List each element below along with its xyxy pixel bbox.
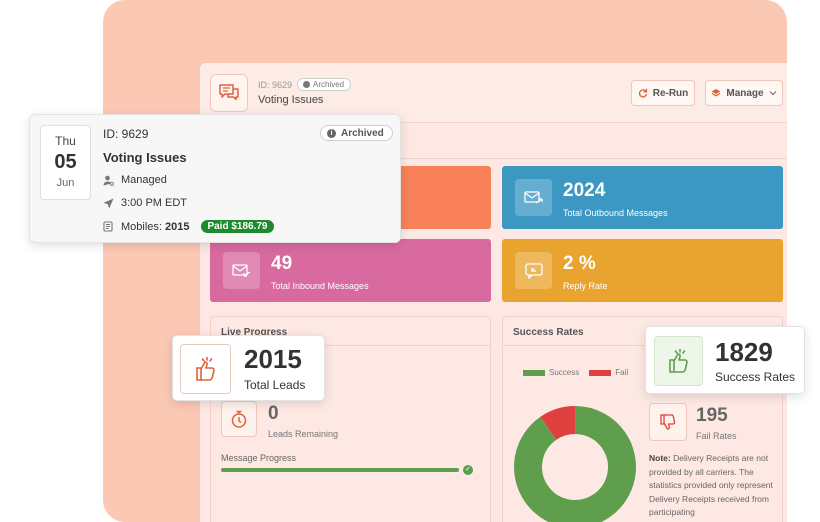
time-row: 3:00 PM EDT xyxy=(103,197,187,209)
stat-label: Total Inbound Messages xyxy=(271,281,369,291)
send-mail-icon xyxy=(515,179,552,216)
legend-swatch xyxy=(589,369,612,376)
chat-icon xyxy=(210,74,248,112)
delivery-note: Note: Delivery Receipts are not provided… xyxy=(649,452,779,520)
layers-icon xyxy=(711,89,721,97)
stat-card-inbound: 49 Total Inbound Messages xyxy=(210,239,491,302)
paid-badge: Paid $186.79 xyxy=(201,220,274,233)
stat-value: 2024 xyxy=(563,180,606,201)
message-progress-label: Message Progress xyxy=(221,453,297,463)
event-badge-label: Archived xyxy=(341,127,384,139)
manage-label: Manage xyxy=(726,87,764,99)
app-header: ID: 9629 Archived Voting Issues Re-Run M… xyxy=(200,63,787,123)
reply-icon xyxy=(515,252,552,289)
stat-label: Reply Rate xyxy=(563,281,608,291)
success-label: Success Rates xyxy=(715,370,796,384)
thumbs-up-sparkle-icon xyxy=(654,336,703,386)
header-status-badge: Archived xyxy=(297,78,352,91)
success-rates-title: Success Rates xyxy=(513,327,584,338)
header-badge-label: Archived xyxy=(313,80,345,89)
total-leads-label: Total Leads xyxy=(244,378,306,392)
day-of-week: Thu xyxy=(55,134,76,148)
manage-button[interactable]: Manage xyxy=(705,80,783,106)
header-id: ID: 9629 xyxy=(258,80,293,90)
sub-toolbar xyxy=(200,123,787,159)
mobiles-row: Mobiles: 2015 Paid $186.79 xyxy=(103,220,274,233)
donut-hole xyxy=(542,434,608,500)
live-progress-title: Live Progress xyxy=(221,327,288,338)
refresh-icon xyxy=(638,88,647,98)
managed-row: Managed xyxy=(103,174,167,186)
success-rates-card: 1829 Success Rates xyxy=(645,326,805,394)
note-label: Note: xyxy=(649,453,671,463)
thumbs-down-icon xyxy=(649,403,687,441)
day-number: 05 xyxy=(54,151,77,173)
rerun-label: Re-Run xyxy=(652,87,689,99)
chevron-down-icon xyxy=(769,91,777,96)
stat-card-outbound: 2024 Total Outbound Messages xyxy=(502,166,783,229)
legend-label: Fail xyxy=(615,368,629,377)
divider xyxy=(211,345,490,346)
legend-label: Success xyxy=(549,368,580,377)
divider xyxy=(503,345,782,346)
user-gear-icon xyxy=(103,175,114,186)
legend-swatch xyxy=(523,369,545,376)
total-leads-value: 2015 xyxy=(244,344,302,374)
send-icon xyxy=(103,198,114,208)
leads-remaining-value: 0 xyxy=(268,403,279,424)
event-title: Voting Issues xyxy=(103,150,187,165)
stat-card-reply-rate: 2 % Reply Rate xyxy=(502,239,783,302)
legend-item-success: Success xyxy=(523,368,579,377)
info-icon: i xyxy=(327,128,336,138)
legend-item-fail: Fail xyxy=(589,368,628,377)
header-title: Voting Issues xyxy=(258,94,324,106)
event-card[interactable]: Thu 05 Jun ID: 9629 i Archived Voting Is… xyxy=(29,114,401,243)
stat-value: 49 xyxy=(271,253,293,274)
note-text: Delivery Receipts are not provided by al… xyxy=(649,453,773,517)
fail-value: 195 xyxy=(696,405,728,426)
receive-mail-icon xyxy=(223,252,260,289)
success-donut-chart xyxy=(514,406,636,522)
check-icon: ✓ xyxy=(463,465,473,475)
date-box: Thu 05 Jun xyxy=(40,125,91,200)
fail-label: Fail Rates xyxy=(696,431,737,441)
message-progress-bar xyxy=(221,468,459,472)
event-id: ID: 9629 xyxy=(103,127,149,141)
time-text: 3:00 PM EDT xyxy=(121,197,188,209)
timer-icon xyxy=(221,401,257,437)
info-icon xyxy=(303,81,310,88)
month: Jun xyxy=(56,177,75,189)
message-progress-fill xyxy=(221,468,459,472)
chart-legend: Success Fail xyxy=(523,368,628,377)
stat-label: Total Outbound Messages xyxy=(563,208,668,218)
mobiles-label: Mobiles: xyxy=(121,220,162,233)
total-leads-card: 2015 Total Leads xyxy=(172,335,325,401)
rerun-button[interactable]: Re-Run xyxy=(631,80,695,106)
thumbs-up-sparkle-icon xyxy=(180,344,231,394)
event-status-badge: i Archived xyxy=(320,125,393,141)
leads-remaining-label: Leads Remaining xyxy=(268,429,339,439)
stat-value: 2 % xyxy=(563,253,596,274)
managed-text: Managed xyxy=(121,174,167,186)
list-icon xyxy=(103,221,113,232)
donut-slice-fail xyxy=(514,406,636,522)
success-value: 1829 xyxy=(715,337,773,367)
mobiles-value: 2015 xyxy=(164,220,190,233)
